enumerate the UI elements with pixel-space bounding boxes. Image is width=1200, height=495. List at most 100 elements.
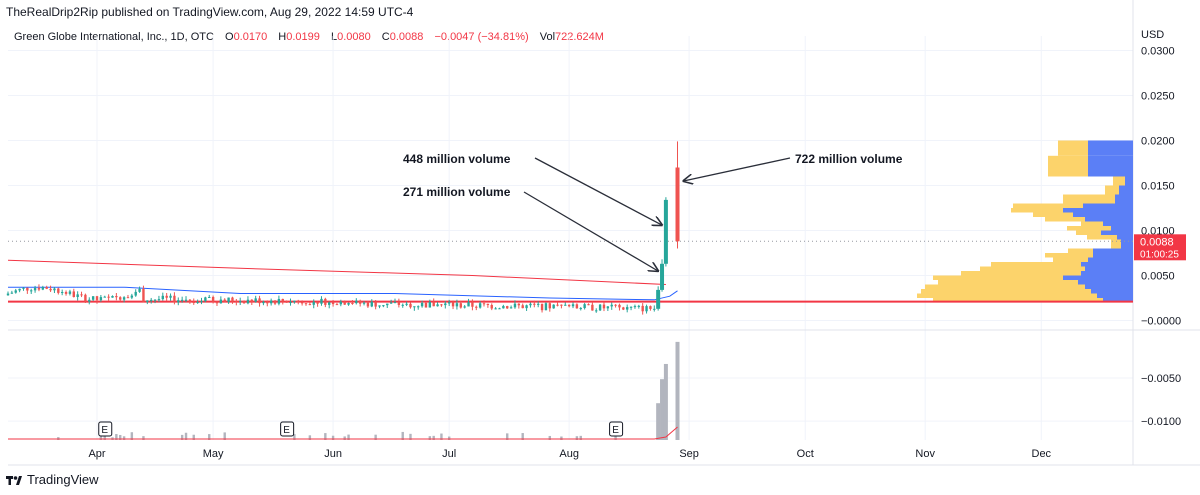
volume-profile-bar: [1091, 289, 1133, 294]
candle-body: [633, 306, 637, 308]
candle-body: [335, 304, 339, 306]
candle-body: [343, 301, 346, 305]
tradingview-footer[interactable]: TradingView: [6, 472, 99, 487]
last-price-value: 0.0088: [1140, 236, 1174, 248]
volume-bar: [506, 433, 509, 440]
volume-profile-bar: [1083, 203, 1133, 208]
open-value: 0.0170: [233, 31, 268, 43]
volume-profile-bar: [1088, 257, 1133, 262]
candle-body: [393, 301, 397, 303]
price-axis[interactable]: USD 0.03000.02500.02000.01500.01000.0050…: [1134, 29, 1186, 428]
candle-body: [10, 292, 14, 294]
time-axis[interactable]: Apr May Jun Jul Aug Sep Oct Nov Dec: [88, 448, 1051, 460]
candle-body: [556, 304, 559, 306]
candle-body: [509, 307, 513, 309]
volume-profile-bar: [1045, 253, 1093, 258]
volume-profile-bar: [1103, 298, 1133, 303]
volume-bar: [184, 432, 188, 440]
candle-body: [254, 298, 257, 302]
candle-body: [200, 301, 203, 303]
candle-body: [517, 303, 521, 306]
symbol-name[interactable]: Green Globe International, Inc., 1D, OTC: [14, 31, 214, 43]
candle-body: [378, 305, 381, 307]
candle-body: [649, 306, 652, 309]
volume-bar: [663, 363, 668, 440]
candle-body: [277, 298, 281, 304]
volume-profile-bar: [925, 284, 1085, 289]
candle-body: [107, 296, 110, 298]
candle-body: [455, 303, 459, 307]
candle-body: [26, 287, 29, 291]
candle-body: [486, 303, 490, 306]
currency-label: USD: [1141, 29, 1164, 41]
candle-body: [262, 301, 265, 304]
earnings-marker-label: E: [612, 425, 619, 436]
volume-bar: [579, 435, 582, 440]
candle-body: [258, 298, 261, 304]
annotation-arrow: [523, 191, 658, 271]
candle-body: [544, 303, 548, 311]
price-tick-label: 0.0300: [1141, 46, 1175, 58]
candle-body: [130, 295, 134, 298]
candle-body: [208, 296, 211, 298]
candle-body: [37, 287, 41, 290]
volume-bar: [324, 433, 327, 440]
candle-body: [533, 303, 536, 305]
footer-brand: TradingView: [27, 472, 99, 487]
candle-body: [675, 167, 680, 242]
volume-profile-bar: [1119, 185, 1133, 195]
candle-body: [579, 308, 582, 310]
candle-body: [177, 300, 180, 303]
candle-body: [622, 307, 625, 310]
volume-profile-bar: [1067, 226, 1111, 231]
candle-body: [18, 288, 21, 291]
candle-body: [490, 305, 493, 309]
candle-body: [281, 298, 284, 302]
volume-bar: [401, 431, 404, 440]
volume-bar: [440, 433, 443, 440]
candle-body: [308, 304, 312, 306]
volume-tick-label: −0.0050: [1141, 373, 1181, 385]
tradingview-logo-icon: [6, 475, 22, 485]
volume-tick-label: −0.0100: [1141, 416, 1181, 428]
volume-profile-bar: [1088, 155, 1133, 177]
volume-profile-bar: [1117, 235, 1133, 240]
candle-body: [84, 294, 87, 302]
candle-body: [397, 301, 401, 305]
candle-body: [513, 303, 517, 308]
candle-body: [33, 287, 37, 291]
candle-body: [289, 302, 292, 304]
volume-profile-bar: [1063, 194, 1115, 204]
candle-body: [149, 299, 153, 301]
volume-profile-bar: [1121, 239, 1133, 249]
annotation-arrow: [534, 157, 662, 225]
volume-profile-bar: [933, 275, 1063, 280]
candle-body: [30, 290, 33, 292]
volume-bar: [130, 432, 134, 440]
volume-profile-bar: [938, 280, 1078, 285]
candle-body: [413, 306, 416, 308]
candle-body: [196, 301, 199, 304]
volume-bar: [115, 434, 118, 440]
candle-body: [180, 299, 184, 301]
candle-body: [184, 299, 188, 301]
volume-profile: [917, 140, 1133, 303]
volume-profile-bar: [1085, 266, 1133, 271]
ohlc-legend: Green Globe International, Inc., 1D, OTC…: [14, 31, 604, 43]
candle-body: [173, 295, 176, 303]
volume-bar: [548, 435, 551, 440]
candle-body: [219, 299, 223, 304]
volume-profile-bar: [1058, 140, 1088, 156]
time-tick-label: Sep: [679, 448, 699, 460]
candle-body: [204, 297, 207, 302]
candle-body: [316, 301, 319, 304]
candle-body: [552, 304, 555, 309]
volume-bar: [660, 379, 665, 440]
volume-profile-bar: [1063, 208, 1133, 213]
candle-body: [161, 295, 164, 300]
volume-profile-bar: [1085, 284, 1133, 289]
volume-value: 722.624M: [555, 31, 604, 43]
candle-body: [386, 303, 389, 306]
volume-profile-bar: [933, 298, 1103, 303]
